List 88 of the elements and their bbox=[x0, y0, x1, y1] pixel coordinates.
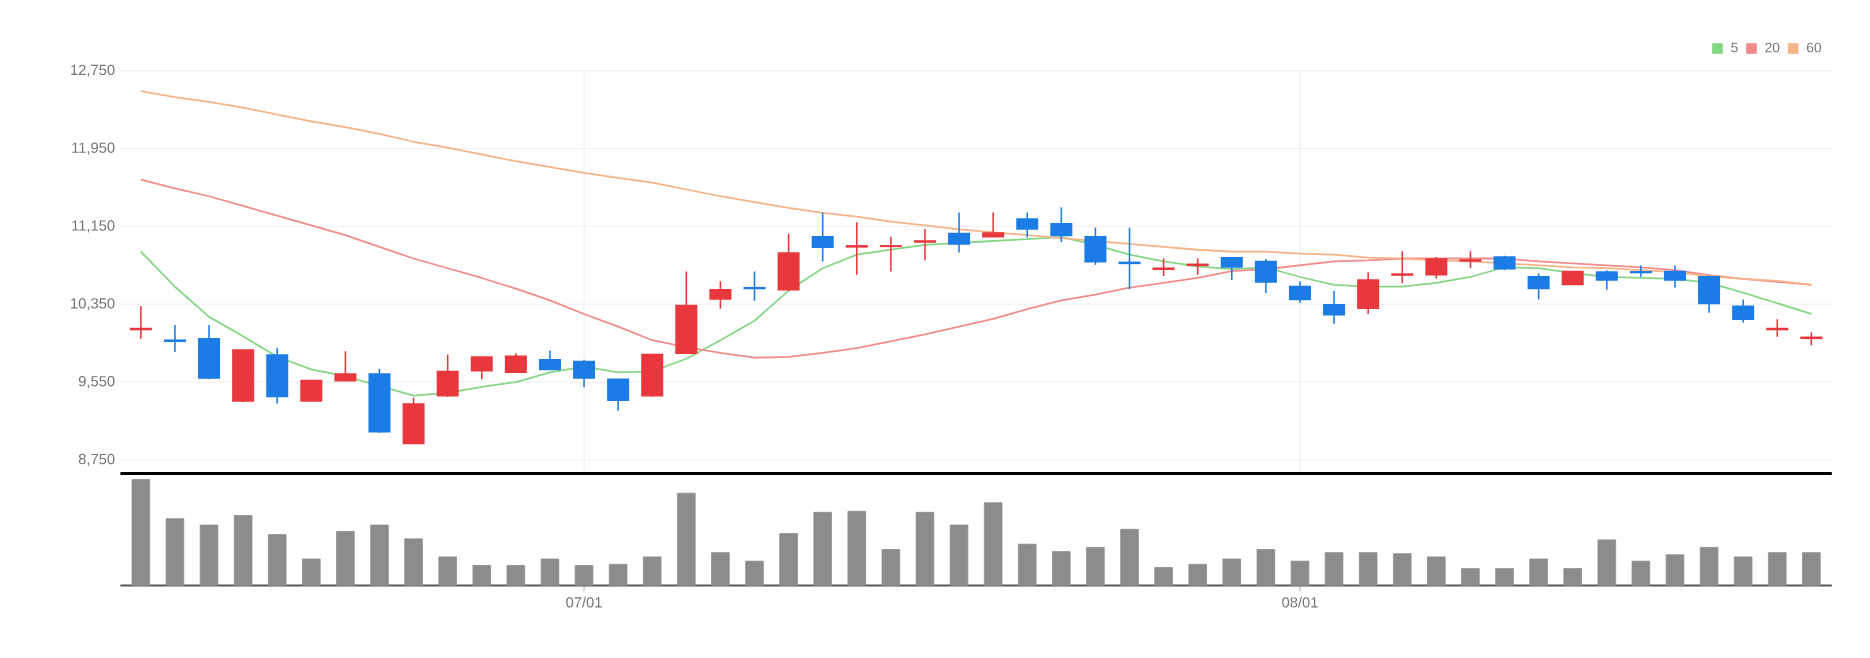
bar bbox=[472, 564, 492, 586]
candlestick bbox=[777, 232, 800, 292]
bar bbox=[1699, 546, 1719, 586]
candlestick bbox=[504, 352, 527, 373]
bar bbox=[1086, 546, 1105, 586]
candlestick bbox=[198, 324, 221, 381]
bar bbox=[1188, 563, 1207, 586]
bar bbox=[199, 524, 219, 586]
bar bbox=[1495, 568, 1514, 586]
bar bbox=[642, 556, 662, 586]
bar bbox=[1802, 552, 1821, 586]
candlestick bbox=[811, 211, 834, 263]
candlestick bbox=[641, 352, 664, 398]
bar bbox=[711, 552, 730, 586]
bar bbox=[404, 538, 423, 586]
bar bbox=[267, 534, 287, 586]
candlestick bbox=[163, 324, 186, 353]
bar bbox=[370, 524, 389, 586]
bar bbox=[438, 556, 457, 586]
candlestick bbox=[1663, 264, 1686, 289]
bar bbox=[608, 563, 628, 586]
bar bbox=[881, 548, 901, 586]
candlestick bbox=[607, 378, 630, 412]
bar bbox=[1733, 556, 1753, 586]
candlestick bbox=[402, 396, 425, 445]
candlestick bbox=[1595, 269, 1618, 291]
bar bbox=[540, 558, 560, 586]
bar bbox=[949, 524, 969, 586]
candlestick bbox=[334, 350, 357, 382]
bar bbox=[1154, 566, 1173, 586]
candlestick bbox=[1288, 280, 1311, 304]
bar bbox=[131, 478, 151, 586]
bar bbox=[506, 564, 526, 586]
bar bbox=[1393, 553, 1412, 586]
candlestick bbox=[709, 280, 732, 310]
candlestick bbox=[1527, 272, 1550, 301]
bar bbox=[847, 510, 867, 586]
bar bbox=[1529, 558, 1548, 586]
bar bbox=[1324, 552, 1344, 586]
bar bbox=[1290, 560, 1310, 586]
bar bbox=[1461, 568, 1480, 586]
bar bbox=[1631, 560, 1651, 586]
bar bbox=[1597, 539, 1617, 586]
bar bbox=[302, 558, 321, 586]
candlestick bbox=[1323, 290, 1346, 325]
bar bbox=[574, 564, 594, 586]
bar bbox=[983, 502, 1003, 586]
bar bbox=[233, 515, 253, 586]
candlestick bbox=[879, 235, 902, 273]
candlestick bbox=[573, 358, 596, 388]
bar bbox=[745, 560, 764, 586]
candlestick bbox=[982, 211, 1005, 238]
bar bbox=[1222, 558, 1242, 586]
candlestick bbox=[1425, 256, 1448, 280]
candlestick bbox=[743, 270, 766, 302]
candlestick bbox=[300, 379, 323, 402]
candlestick bbox=[1391, 250, 1414, 284]
bar bbox=[165, 518, 185, 586]
bar bbox=[336, 530, 355, 586]
candlestick bbox=[266, 347, 289, 405]
bar bbox=[915, 511, 935, 586]
bar bbox=[1768, 552, 1787, 586]
candlestick bbox=[538, 349, 561, 371]
candlestick bbox=[1084, 226, 1107, 266]
candlestick bbox=[675, 270, 698, 355]
bar bbox=[779, 533, 798, 586]
candlestick bbox=[470, 355, 493, 381]
bar bbox=[1665, 554, 1685, 586]
bar bbox=[1563, 568, 1582, 586]
candlestick bbox=[1050, 206, 1073, 243]
candlestick bbox=[436, 353, 459, 398]
candlestick bbox=[1254, 258, 1277, 294]
candlestick bbox=[1732, 298, 1755, 324]
candlestick bbox=[1016, 211, 1039, 239]
bar bbox=[1358, 552, 1378, 586]
bar bbox=[1018, 543, 1037, 586]
candlestick bbox=[1629, 264, 1652, 278]
bar bbox=[1120, 528, 1139, 586]
candlestick bbox=[845, 221, 868, 276]
bar bbox=[1052, 551, 1071, 586]
bar bbox=[1427, 556, 1446, 586]
bar bbox=[1256, 548, 1276, 586]
candlestick bbox=[1698, 274, 1721, 314]
bar bbox=[677, 492, 696, 586]
candlestick bbox=[913, 228, 936, 262]
candlestick bbox=[948, 211, 971, 254]
bar bbox=[813, 511, 832, 586]
candlestick bbox=[1357, 271, 1380, 315]
